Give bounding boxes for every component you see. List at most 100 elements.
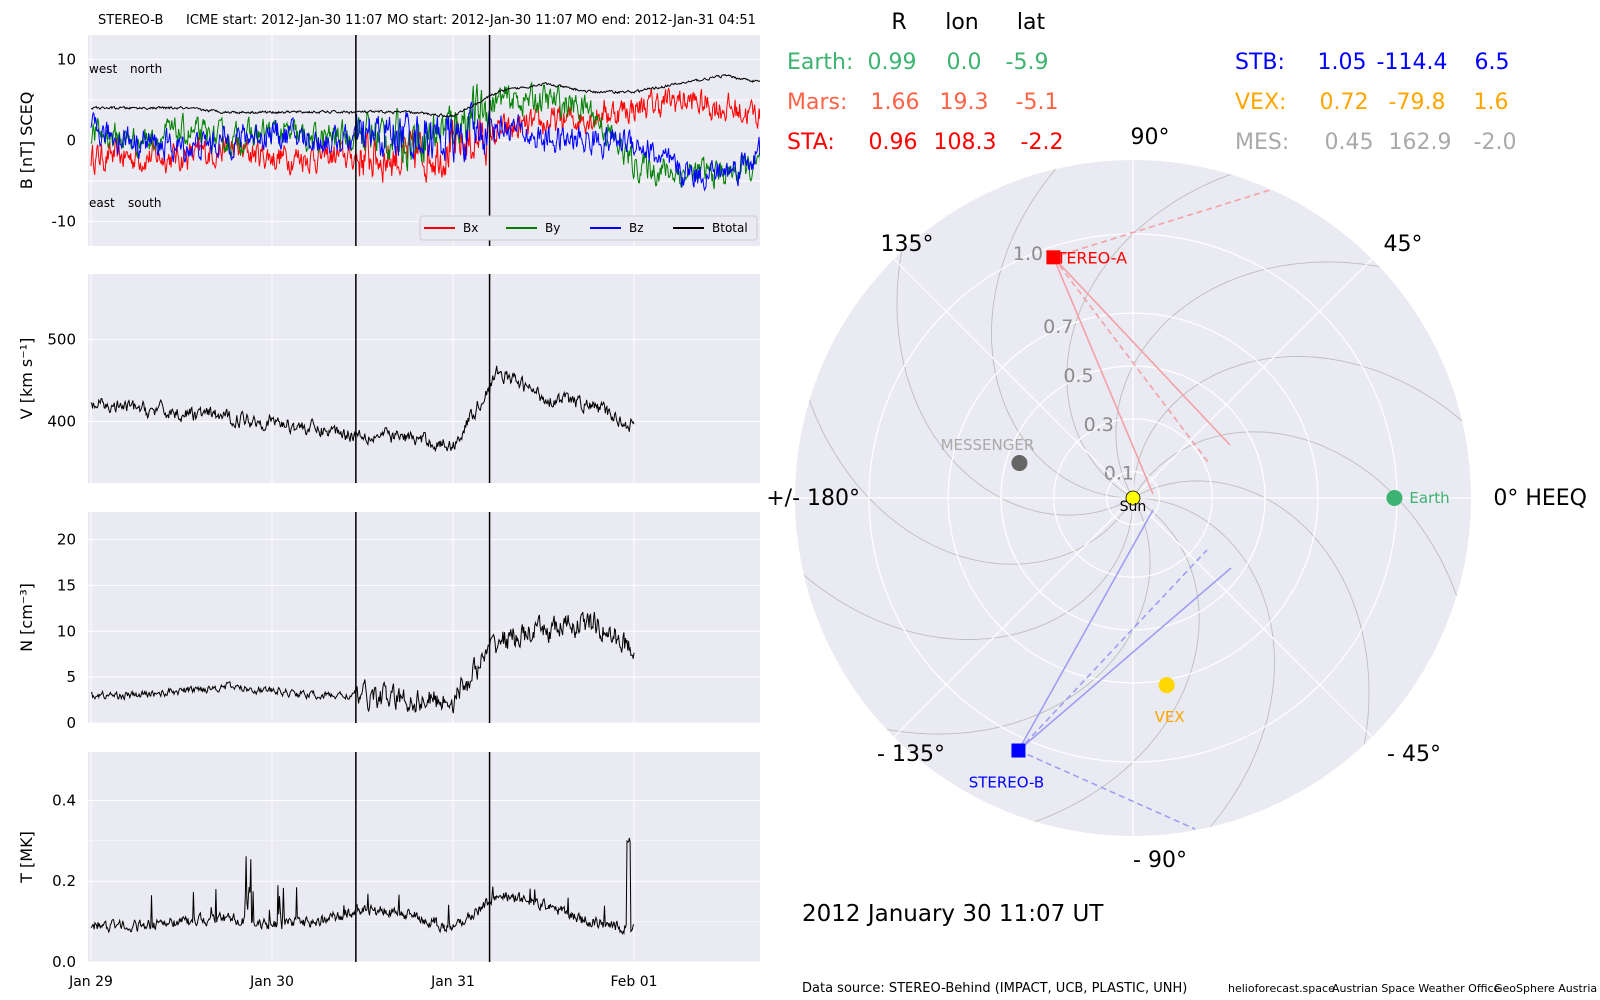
spiral-line <box>1132 356 1471 543</box>
angle-tick-label: 90° <box>1131 125 1170 150</box>
angular-grid-line <box>893 258 1134 499</box>
y-tick-label: 400 <box>47 413 76 431</box>
series-n <box>90 611 635 714</box>
spiral-line <box>795 453 1134 640</box>
sta-lat: -2.2 <box>1021 130 1064 155</box>
spiral-line <box>1088 497 1275 836</box>
annotation-east: east <box>89 196 115 210</box>
vex-r: 0.72 <box>1320 90 1369 115</box>
stereo-b-label: STEREO-B <box>969 774 1044 792</box>
vex-marker <box>1158 677 1175 694</box>
table-row-earth: Earth: 0.99 0.0 -5.9 <box>787 50 1048 75</box>
credit-aswo: Austrian Space Weather Office <box>1332 982 1500 995</box>
title-mo-end: MO end: 2012-Jan-31 04:51 <box>576 13 756 28</box>
earth-label: Earth: <box>787 50 853 75</box>
figure-title: STEREO-B ICME start: 2012-Jan-30 11:07 M… <box>98 13 756 28</box>
table-row-vex: VEX: 0.72 -79.8 1.6 <box>1235 90 1509 115</box>
x-tick-label: Jan 29 <box>68 974 113 990</box>
title-icme-start: ICME start: 2012-Jan-30 11:07 <box>186 13 383 28</box>
mars-label: Mars: <box>787 90 847 115</box>
table-row-mes: MES: 0.45 162.9 -2.0 <box>1235 130 1516 155</box>
positions-table: R lon lat Earth: 0.99 0.0 -5.9 Mars: 1.6… <box>787 10 1516 155</box>
y-axis-label: N [cm⁻³] <box>17 583 36 652</box>
credit-helioforecast: helioforecast.space <box>1228 982 1335 995</box>
y-tick-label: 10 <box>57 622 76 640</box>
polar-plot: 1.0 0.7 0.5 0.3 0.1 90° 45° 0° HEEQ - 45° - 90° - … <box>766 125 1587 873</box>
panel-magnetic-field: 10 0 -10 B [nT] SCEQ <box>17 35 760 246</box>
angle-tick-label: - 90° <box>1133 848 1187 873</box>
y-axis-label: T [MK] <box>17 831 36 884</box>
stb-label: STB: <box>1235 50 1285 75</box>
angle-tick-label: - 135° <box>877 742 945 767</box>
messenger-label: MESSENGER <box>941 436 1035 454</box>
sta-label: STA: <box>787 130 835 155</box>
radial-tick-label: 0.3 <box>1084 414 1114 436</box>
earth-label: Earth <box>1409 489 1449 507</box>
y-tick-label: 0 <box>66 132 76 150</box>
vex-label: VEX: <box>1235 90 1286 115</box>
credit-geosphere: GeoSphere Austria <box>1494 982 1597 995</box>
stb-lat: 6.5 <box>1475 50 1510 75</box>
b-legend: Bx By Bz Btotal <box>419 215 758 241</box>
y-tick-label: 5 <box>66 668 76 686</box>
vex-lat: 1.6 <box>1474 90 1509 115</box>
legend-btotal: Btotal <box>712 221 748 235</box>
table-row-mars: Mars: 1.66 19.3 -5.1 <box>787 90 1058 115</box>
table-row-sta: STA: 0.96 108.3 -2.2 <box>787 130 1063 155</box>
footpoint-line <box>1052 257 1154 495</box>
series-group <box>90 611 635 714</box>
series-group <box>90 74 760 192</box>
angular-grid-line <box>893 497 1134 738</box>
panel-background <box>88 274 760 483</box>
radial-tick-label: 0.1 <box>1104 463 1134 485</box>
footpoint-line <box>1017 509 1154 751</box>
table-header-lat: lat <box>1017 10 1046 35</box>
series-group <box>90 837 635 936</box>
panel-density: 20 15 10 5 0 N [cm⁻³] <box>17 512 760 732</box>
series-t <box>90 837 635 936</box>
vex-label: VEX <box>1155 708 1185 726</box>
vex-lon: -79.8 <box>1389 90 1446 115</box>
footpoint-line <box>1017 567 1232 752</box>
angular-grid-line <box>1132 258 1373 499</box>
earth-lon: 0.0 <box>947 50 982 75</box>
sta-r: 0.96 <box>869 130 918 155</box>
sun-marker <box>1125 490 1141 506</box>
panel-temperature: 0.4 0.2 0.0 T [MK] <box>17 752 760 971</box>
y-tick-label: -10 <box>52 213 77 231</box>
radial-tick-label: 1.0 <box>1013 243 1043 265</box>
series-by <box>90 81 760 190</box>
table-header-lon: lon <box>945 10 979 35</box>
mars-lon: 19.3 <box>940 90 989 115</box>
timestamp: 2012 January 30 11:07 UT <box>802 901 1104 927</box>
earth-marker <box>1386 490 1403 506</box>
legend-bx: Bx <box>463 221 478 235</box>
angle-tick-label: 135° <box>881 232 934 257</box>
angle-tick-label: +/- 180° <box>766 486 860 511</box>
mes-lat: -2.0 <box>1474 130 1517 155</box>
mes-label: MES: <box>1235 130 1289 155</box>
stb-r: 1.05 <box>1318 50 1367 75</box>
stb-lon: -114.4 <box>1377 50 1448 75</box>
angle-tick-label: - 45° <box>1387 742 1441 767</box>
angular-grid-line <box>1132 497 1373 738</box>
annotation-south: south <box>128 196 162 210</box>
stereo-b-marker <box>1011 743 1026 758</box>
angle-tick-label: 0° HEEQ <box>1493 486 1587 511</box>
legend-box <box>419 215 758 241</box>
angle-tick-label: 45° <box>1384 232 1423 257</box>
footpoint-line <box>1052 256 1231 446</box>
mars-lat: -5.1 <box>1016 90 1059 115</box>
y-tick-label: 0 <box>66 714 76 732</box>
sun-label: Sun <box>1120 499 1147 515</box>
footpoint-line <box>1053 189 1271 259</box>
series-btotal <box>90 74 760 118</box>
footpoint-line <box>1018 749 1196 830</box>
messenger-marker <box>1011 455 1028 472</box>
table-row-stb: STB: 1.05 -114.4 6.5 <box>1235 50 1510 75</box>
earth-lat: -5.9 <box>1006 50 1049 75</box>
footer: Data source: STEREO-Behind (IMPACT, UCB,… <box>802 981 1597 996</box>
stereo-a-marker <box>1046 250 1061 265</box>
data-source: Data source: STEREO-Behind (IMPACT, UCB,… <box>802 981 1187 996</box>
